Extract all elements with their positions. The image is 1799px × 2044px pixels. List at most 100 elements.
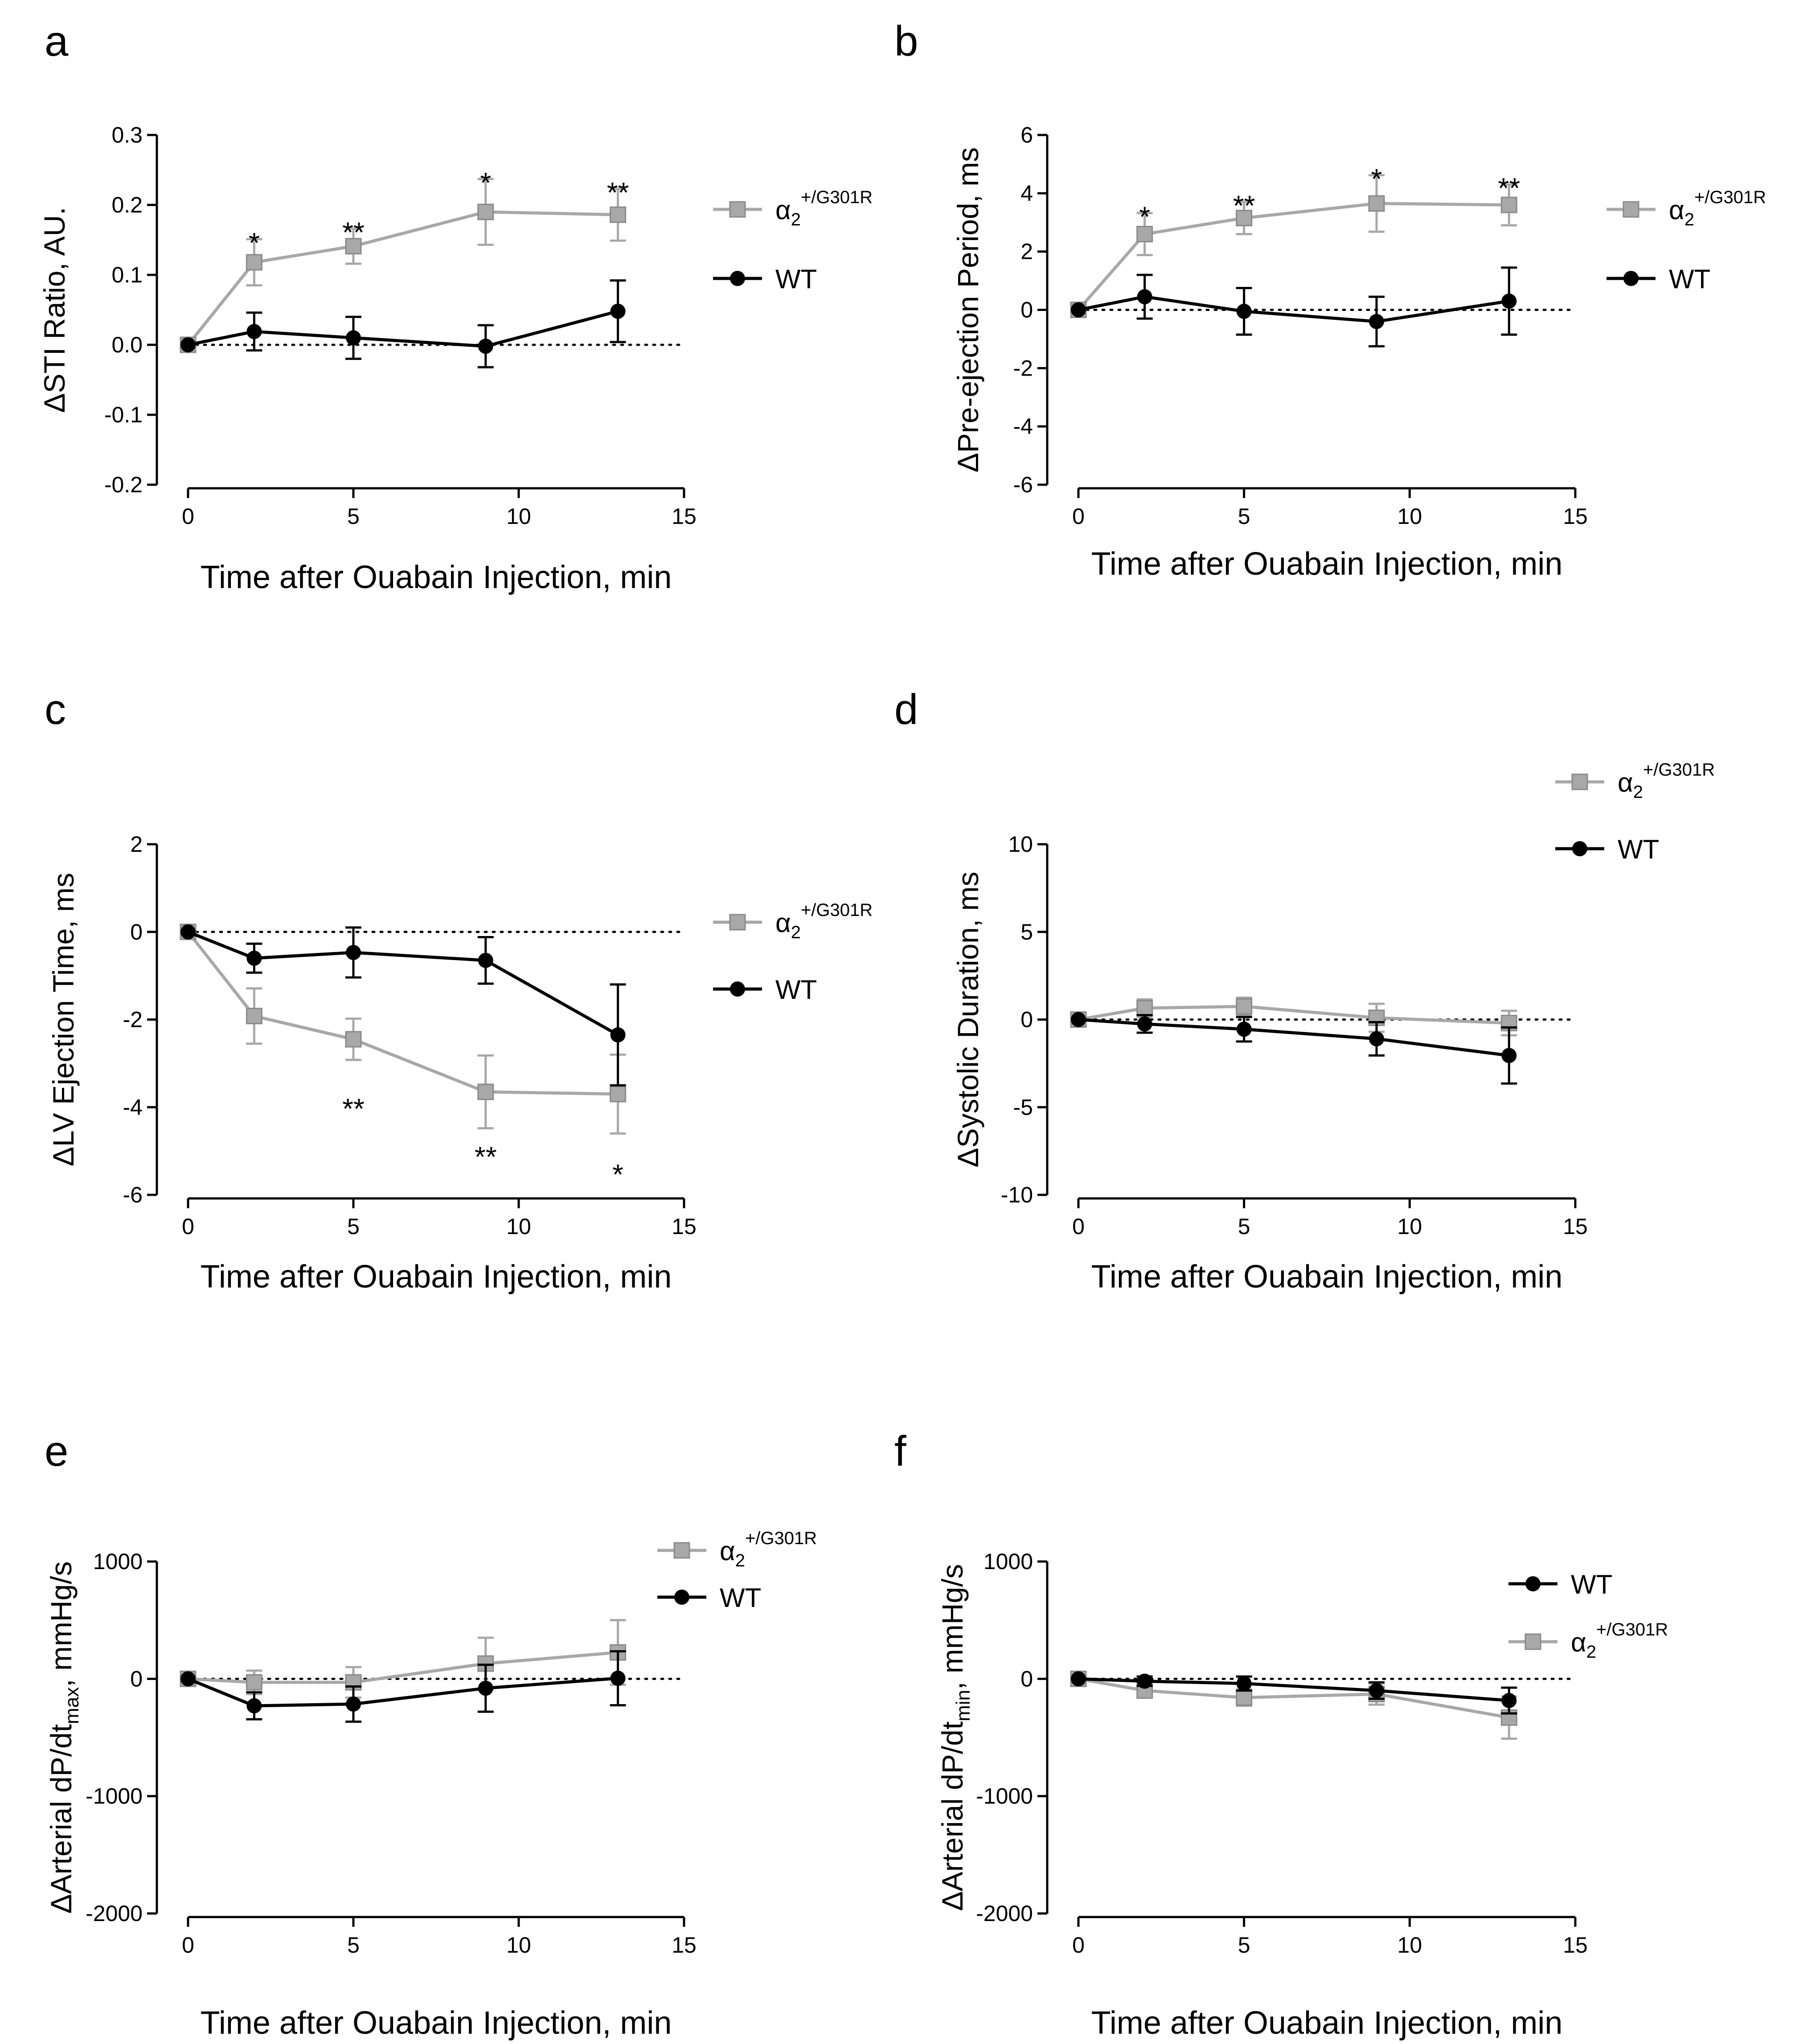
data-point bbox=[1236, 998, 1253, 1015]
data-point bbox=[1369, 314, 1384, 329]
data-point bbox=[1071, 1012, 1086, 1027]
legend: α2+/G301R WT bbox=[1606, 188, 1766, 294]
data-point bbox=[1071, 1671, 1086, 1687]
y-tick-label: 10 bbox=[1008, 832, 1033, 857]
legend-label-superscript: +/G301R bbox=[745, 1529, 817, 1548]
x-tick-label: 15 bbox=[672, 504, 697, 529]
x-tick-label: 15 bbox=[1563, 504, 1588, 529]
legend-marker bbox=[729, 914, 746, 931]
series-wt bbox=[180, 924, 626, 1087]
y-tick-label: 5 bbox=[1020, 920, 1033, 944]
significance-marker: ** bbox=[342, 1092, 365, 1124]
data-point bbox=[1137, 1016, 1152, 1032]
data-point bbox=[246, 950, 262, 966]
legend-label-base: α bbox=[775, 195, 791, 225]
legend-marker bbox=[1524, 1633, 1541, 1650]
series-mutant bbox=[180, 1619, 627, 1699]
series-mutant bbox=[1070, 996, 1517, 1037]
significance-marker: ** bbox=[475, 1141, 497, 1173]
significance-marker: ** bbox=[1498, 172, 1520, 204]
x-axis-label: Time after Ouabain Injection, min bbox=[201, 560, 672, 595]
y-tick-label: -2 bbox=[123, 1007, 143, 1032]
y-axis-label-main: ΔArterial dP/dt bbox=[45, 1724, 78, 1914]
legend-label-base: α bbox=[1571, 1627, 1586, 1657]
y-tick-label: -6 bbox=[1013, 472, 1033, 497]
data-point bbox=[180, 924, 196, 940]
y-axis-label: ΔArterial dP/dtmax, mmHg/s bbox=[45, 1561, 83, 1913]
x-tick-label: 0 bbox=[182, 1933, 194, 1958]
y-tick-label: -0.1 bbox=[104, 402, 143, 427]
legend-label: α2+/G301R bbox=[1618, 760, 1715, 802]
significance-marker: * bbox=[1371, 163, 1382, 195]
series-wt bbox=[180, 1650, 626, 1723]
y-tick-label: -2000 bbox=[976, 1901, 1033, 1926]
legend: WT α2+/G301R bbox=[1508, 1570, 1668, 1662]
y-tick-label: 1000 bbox=[93, 1549, 143, 1574]
x-tick-label: 10 bbox=[506, 1214, 531, 1239]
y-tick-label: 0 bbox=[1020, 1007, 1033, 1032]
y-tick-label: 6 bbox=[1020, 123, 1033, 147]
y-axis-label-units: , mmHg/s bbox=[45, 1561, 78, 1687]
y-tick-label: 0.3 bbox=[111, 123, 143, 147]
legend-label: WT bbox=[1571, 1570, 1612, 1599]
legend-label-superscript: +/G301R bbox=[801, 900, 873, 920]
data-point bbox=[610, 1671, 626, 1686]
legend: α2+/G301R WT bbox=[657, 1529, 817, 1613]
data-point bbox=[1501, 1693, 1517, 1709]
y-axis-label-main: ΔSTI Ratio, AU. bbox=[38, 207, 71, 413]
data-point bbox=[477, 204, 494, 221]
series-wt bbox=[1071, 1012, 1517, 1085]
legend-label: α2+/G301R bbox=[775, 900, 873, 942]
significance-marker: * bbox=[612, 1158, 623, 1190]
y-axis-label-main: ΔArterial dP/dt bbox=[936, 1721, 969, 1911]
y-tick-label: 0 bbox=[130, 1666, 143, 1691]
data-point bbox=[1236, 303, 1252, 319]
y-axis-label-main: ΔLV Ejection Time, ms bbox=[47, 873, 80, 1166]
significance-marker: ** bbox=[1233, 189, 1255, 221]
y-tick-label: -0.2 bbox=[104, 472, 143, 497]
significance-marker: ** bbox=[607, 176, 629, 208]
data-point bbox=[610, 206, 627, 223]
legend-marker bbox=[1572, 841, 1587, 856]
data-point bbox=[246, 324, 262, 339]
y-tick-label: 0 bbox=[130, 920, 143, 944]
x-axis-label: Time after Ouabain Injection, min bbox=[1091, 546, 1563, 582]
legend-marker bbox=[1525, 1576, 1541, 1591]
legend-label: WT bbox=[775, 264, 817, 294]
data-point bbox=[1368, 195, 1385, 212]
x-tick-label: 0 bbox=[182, 1214, 194, 1239]
x-tick-label: 0 bbox=[1072, 1933, 1085, 1958]
data-point bbox=[610, 303, 626, 319]
x-tick-label: 5 bbox=[347, 1214, 360, 1239]
y-tick-label: -6 bbox=[123, 1182, 143, 1207]
data-point bbox=[478, 339, 493, 354]
y-tick-label: -4 bbox=[1013, 414, 1033, 439]
data-point bbox=[478, 1680, 493, 1696]
data-point bbox=[1501, 1048, 1517, 1063]
x-tick-label: 0 bbox=[1072, 1214, 1085, 1239]
panel-letter: f bbox=[894, 1427, 906, 1475]
y-axis-label: ΔPre-ejection Period, ms bbox=[951, 147, 984, 472]
data-point bbox=[1236, 209, 1253, 226]
y-tick-label: -10 bbox=[1001, 1182, 1033, 1207]
data-point bbox=[1236, 1676, 1252, 1691]
legend-marker bbox=[730, 271, 745, 286]
y-tick-label: 2 bbox=[1020, 239, 1033, 264]
y-tick-label: 4 bbox=[1020, 181, 1033, 206]
significance-marker: ** bbox=[342, 216, 365, 248]
x-axis-label: Time after Ouabain Injection, min bbox=[201, 2005, 672, 2041]
x-tick-label: 5 bbox=[1238, 504, 1250, 529]
y-axis-label: ΔSystolic Duration, ms bbox=[951, 872, 984, 1168]
x-axis-label: Time after Ouabain Injection, min bbox=[201, 1259, 672, 1295]
x-axis-label: Time after Ouabain Injection, min bbox=[1091, 1259, 1563, 1295]
legend-label-superscript: +/G301R bbox=[1694, 188, 1766, 207]
legend-label: α2+/G301R bbox=[1669, 188, 1766, 229]
data-point bbox=[246, 1008, 262, 1025]
y-tick-label: -2000 bbox=[86, 1901, 143, 1926]
y-tick-label: 0 bbox=[1020, 1666, 1033, 1691]
data-point bbox=[346, 944, 361, 960]
legend-label-subscript: 2 bbox=[1633, 782, 1643, 802]
series-wt bbox=[1071, 1671, 1517, 1715]
legend-label-subscript: 2 bbox=[791, 923, 801, 942]
